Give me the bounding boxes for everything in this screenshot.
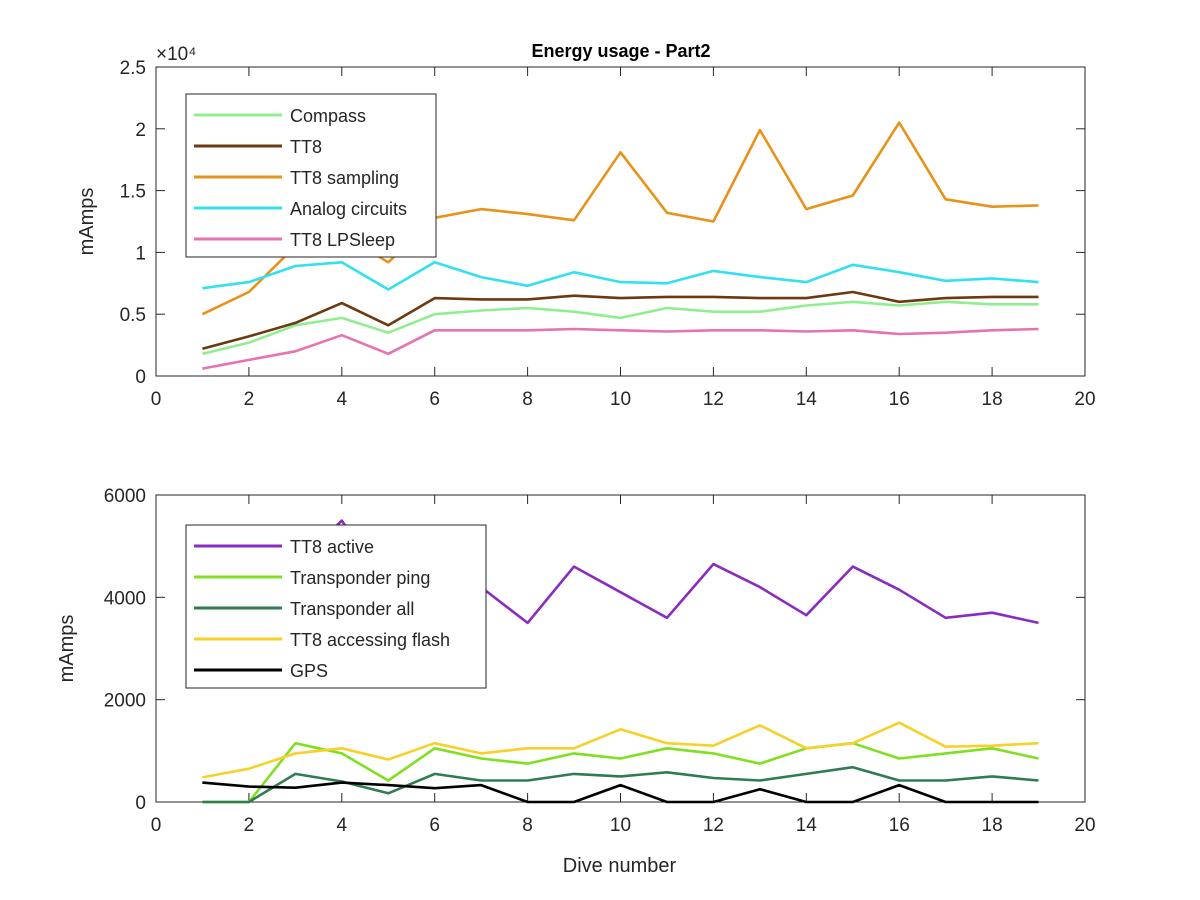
series-line-gps xyxy=(202,781,1039,804)
series-line-transponder-ping xyxy=(202,741,1039,804)
legend: Compass TT8 TT8 sampling Analog circuits TT8… xyxy=(185,93,437,258)
x-tick-label: 10 xyxy=(610,815,631,836)
series-line-tt8-active xyxy=(201,519,1039,650)
x-tick-label: 16 xyxy=(889,389,910,410)
legend-label-transponder-all: Transponder all xyxy=(290,599,414,619)
series-line-tt8-accessing-flash xyxy=(202,721,1039,779)
y-exponent-label: ×10⁴ xyxy=(156,44,196,65)
legend: TT8 active Transponder ping Transponder al… xyxy=(185,524,487,689)
x-tick-label: 16 xyxy=(889,815,910,836)
series-line-analog-circuits xyxy=(202,260,1039,291)
x-tick-label: 0 xyxy=(151,389,162,410)
x-tick-label: 4 xyxy=(337,815,348,836)
x-tick-label: 8 xyxy=(522,815,533,836)
legend-label-gps: GPS xyxy=(290,661,328,681)
y-tick-label: 1 xyxy=(135,243,146,264)
x-tick-label: 18 xyxy=(982,389,1003,410)
x-tick-label: 2 xyxy=(244,389,255,410)
y-tick-label: 4000 xyxy=(104,588,146,609)
legend-label-tt8: TT8 xyxy=(290,137,322,157)
x-tick-label: 14 xyxy=(796,389,818,410)
y-tick-label: 1.5 xyxy=(120,182,146,203)
chart-title: Energy usage - Part2 xyxy=(531,41,710,61)
x-tick-label: 20 xyxy=(1074,389,1095,410)
y-tick-label: 2000 xyxy=(104,691,146,712)
x-tick-label: 2 xyxy=(244,815,255,836)
y-tick-label: 0.5 xyxy=(120,305,146,326)
y-tick-label: 6000 xyxy=(104,486,146,507)
legend-label-compass: Compass xyxy=(290,106,366,126)
x-tick-label: 20 xyxy=(1074,815,1095,836)
y-tick-label: 0 xyxy=(135,367,146,388)
x-tick-label: 4 xyxy=(337,389,348,410)
x-tick-label: 18 xyxy=(982,815,1003,836)
x-tick-label: 8 xyxy=(522,389,533,410)
y-tick-label: 2.5 xyxy=(120,58,146,79)
bottom-chart: 0 2 4 6 8 10 12 14 16 18 20 0 2000 4000 6000 mAmps Dive … xyxy=(56,486,1096,877)
legend-label-tt8-accessing-flash: TT8 accessing flash xyxy=(290,630,450,650)
legend-label-analog-circuits: Analog circuits xyxy=(290,199,407,219)
legend-label-tt8-active: TT8 active xyxy=(290,537,374,557)
y-axis-label: mAmps xyxy=(76,188,98,256)
top-chart: 0 2 4 6 8 10 12 14 16 18 20 0 0.5 1 1.5 2 2.5 ×10⁴ mAmps Co… xyxy=(76,44,1096,410)
legend-label-transponder-ping: Transponder ping xyxy=(290,568,430,588)
series-line-tt8-lpsleep xyxy=(202,327,1039,370)
x-tick-label: 10 xyxy=(610,389,631,410)
y-tick-label: 0 xyxy=(135,793,146,814)
legend-label-tt8-sampling: TT8 sampling xyxy=(290,168,399,188)
legend-label-tt8-lpsleep: TT8 LPSleep xyxy=(290,230,395,250)
y-axis-label: mAmps xyxy=(56,615,78,683)
x-tick-label: 6 xyxy=(429,815,440,836)
y-tick-label: 2 xyxy=(135,120,146,141)
x-tick-label: 12 xyxy=(703,815,724,836)
x-tick-label: 14 xyxy=(796,815,818,836)
series-line-compass xyxy=(202,300,1039,356)
x-axis-label: Dive number xyxy=(563,855,677,877)
series-line-tt8 xyxy=(202,290,1039,351)
x-tick-label: 12 xyxy=(703,389,724,410)
x-tick-label: 6 xyxy=(429,389,440,410)
x-tick-label: 0 xyxy=(151,815,162,836)
